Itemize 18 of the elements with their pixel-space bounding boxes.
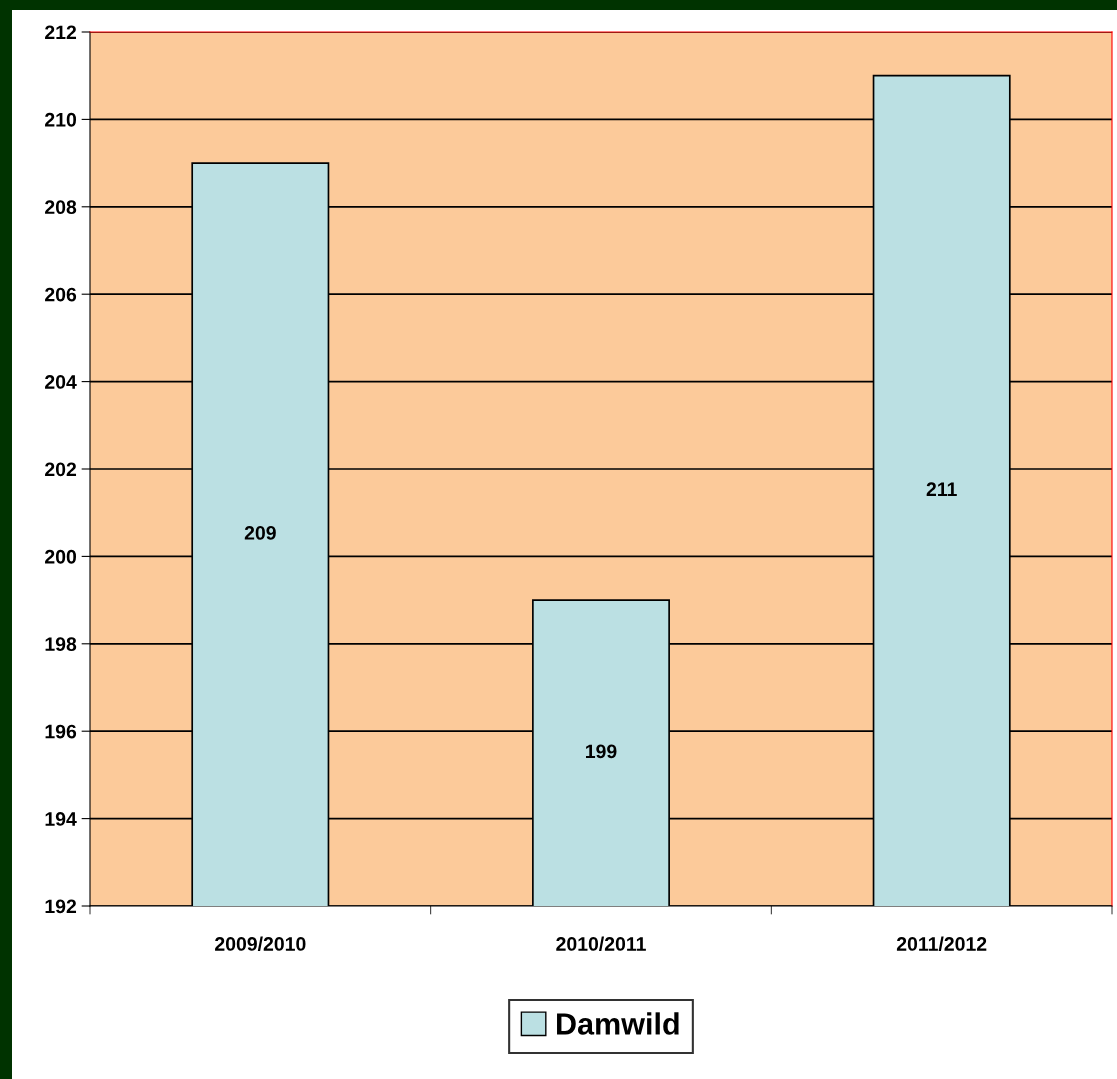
y-tick-label: 204 <box>45 375 77 389</box>
y-tick-label: 202 <box>45 462 77 477</box>
y-tick-label: 200 <box>45 549 77 564</box>
y-tick-label: 194 <box>45 812 77 826</box>
y-tick-label: 206 <box>45 287 77 302</box>
y-tick-label: 198 <box>45 637 77 652</box>
y-tick-label: 210 <box>45 112 77 127</box>
legend-label: Damwild <box>557 1012 679 1035</box>
y-tick-label: 212 <box>45 25 77 40</box>
data-label: 199 <box>586 744 617 759</box>
y-tick-label: 208 <box>45 200 77 215</box>
x-tick-label: 2010/2011 <box>556 936 646 952</box>
y-tick-label: 192 <box>45 899 77 914</box>
data-label: 209 <box>244 526 276 540</box>
x-tick-label: 2011/2012 <box>896 936 987 952</box>
y-tick-label: 196 <box>45 724 77 739</box>
x-tick-label: 2009/2010 <box>215 936 306 952</box>
data-label: 211 <box>926 482 957 496</box>
